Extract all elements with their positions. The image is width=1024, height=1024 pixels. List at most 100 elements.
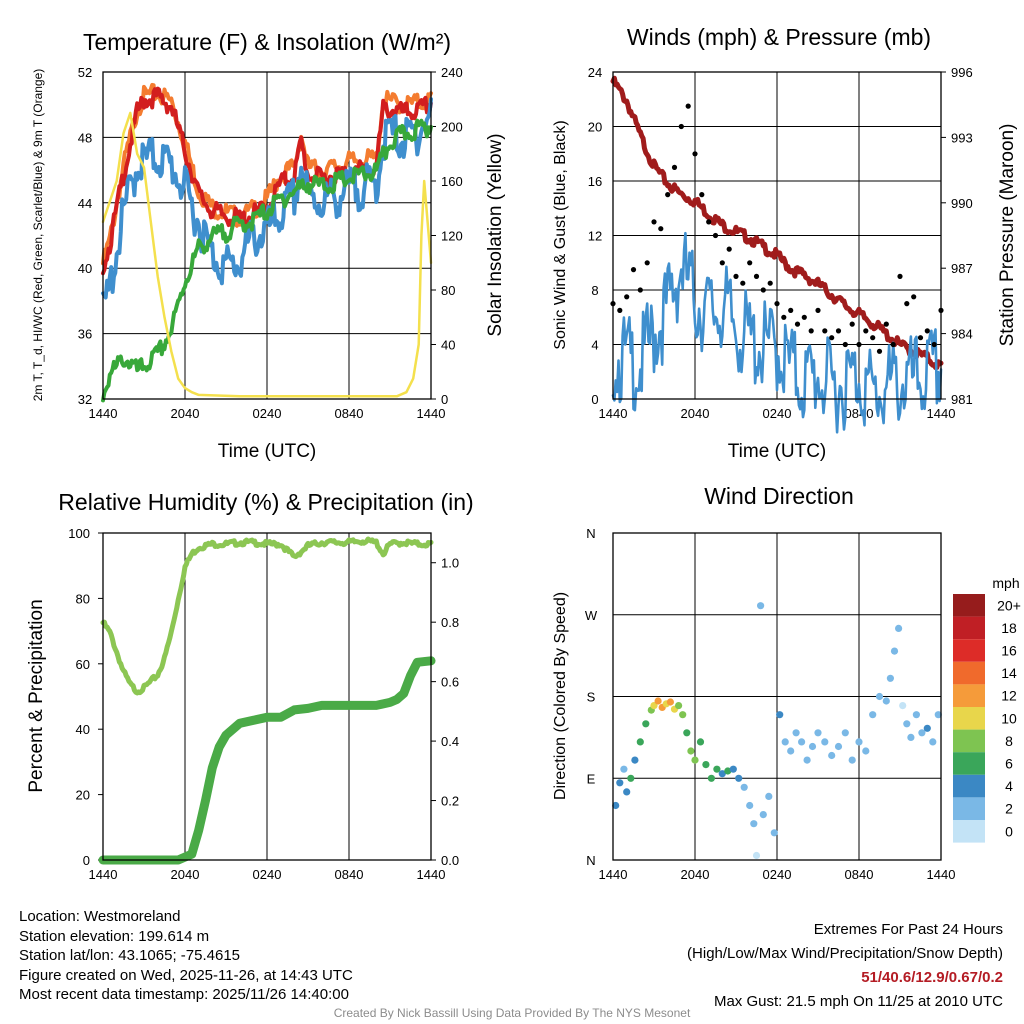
gust-point: [706, 219, 712, 225]
direction-point: [642, 720, 650, 728]
y2-tick-label: 984: [951, 327, 973, 342]
y-axis-label: Direction (Colored By Speed): [552, 592, 569, 800]
direction-point: [770, 829, 778, 837]
y2-tick-label: 987: [951, 261, 973, 276]
series-line-precipitation: [98, 656, 436, 865]
gust-point: [719, 260, 725, 266]
colorbar-label: 16: [1001, 643, 1017, 659]
extremes-info: Extremes For Past 24 Hours (High/Low/Max…: [687, 918, 1003, 1014]
y2-tick-label: 990: [951, 196, 973, 211]
gust-point: [904, 301, 910, 307]
direction-point: [752, 851, 761, 860]
x-tick-label: 2040: [171, 406, 200, 421]
gust-point: [665, 192, 671, 198]
x-tick-label: 0240: [763, 406, 792, 421]
direction-point: [929, 738, 937, 746]
y-tick-label: N: [586, 853, 595, 868]
y2-tick-label: 0.8: [441, 615, 459, 630]
y-tick-label: 44: [78, 196, 92, 211]
x-tick-label: 1440: [927, 406, 956, 421]
gust-point: [924, 328, 930, 334]
direction-point: [808, 742, 817, 751]
gust-point: [733, 273, 739, 279]
direction-point: [855, 738, 863, 746]
x-axis-label: Time (UTC): [218, 441, 317, 462]
gust-point: [753, 273, 760, 279]
direction-point: [798, 738, 806, 746]
y-tick-label: 48: [78, 130, 92, 145]
direction-point: [821, 738, 829, 746]
plot-frame: [612, 71, 942, 400]
y-tick-label: 32: [78, 392, 92, 407]
x-tick-label: 1440: [417, 867, 446, 882]
y-tick-label: 80: [76, 591, 90, 606]
gust-point: [815, 307, 821, 313]
gust-point: [849, 321, 855, 327]
gust-point: [651, 219, 657, 225]
direction-point: [918, 729, 926, 737]
colorbar-swatch: [953, 639, 985, 662]
y-tick-label: E: [587, 771, 596, 786]
direction-point: [912, 711, 921, 719]
direction-point: [623, 788, 631, 796]
colorbar-swatch: [953, 729, 985, 753]
chart-title: Wind Direction: [704, 483, 854, 509]
gust-point: [678, 123, 684, 130]
colorbar-label: 8: [1005, 733, 1013, 749]
direction-point: [882, 697, 890, 705]
colorbar-label: 2: [1005, 801, 1013, 817]
y2-tick-label: 200: [441, 120, 463, 135]
gust-point: [760, 287, 766, 293]
y2-axis-label: Solar Insolation (Yellow): [485, 133, 506, 336]
x-axis-label: Time (UTC): [728, 441, 827, 462]
y2-tick-label: 240: [441, 65, 463, 80]
x-tick-label: 0240: [763, 867, 792, 882]
direction-point: [679, 711, 687, 719]
series-line-sonic-wind: [611, 231, 943, 434]
gust-point: [630, 267, 637, 273]
direction-point: [792, 729, 800, 737]
gust-point: [931, 341, 937, 348]
direction-point: [620, 765, 628, 773]
direction-point: [702, 761, 710, 769]
humidity-chart: 1440 2040 0240 0840 14400204060801000.00.20.…: [26, 489, 474, 882]
latlon-text: Station lat/lon: 43.1065; -75.4615: [19, 947, 241, 965]
gust-point: [644, 260, 650, 266]
direction-point: [735, 774, 743, 782]
colorbar-swatch: [953, 684, 985, 707]
gust-point: [897, 273, 903, 279]
y-tick-label: 36: [78, 327, 92, 342]
y-tick-label: 40: [78, 261, 92, 276]
y-tick-label: 0: [591, 392, 598, 407]
direction-point: [675, 702, 683, 710]
gust-point: [685, 103, 691, 109]
y-tick-label: 52: [78, 65, 92, 80]
direction-point: [612, 801, 620, 810]
gust-point: [870, 335, 876, 341]
series-line-station-pressure: [610, 75, 944, 370]
gust-point: [842, 341, 848, 348]
x-tick-label: 1440: [599, 406, 628, 421]
series-line-relative-humidity: [100, 536, 434, 696]
direction-point: [828, 751, 836, 760]
x-tick-label: 1440: [417, 406, 446, 421]
gust-point: [712, 232, 719, 239]
direction-point: [834, 742, 843, 751]
gust-point: [781, 314, 787, 320]
series-line-solar-insolation: [101, 111, 433, 398]
x-tick-label: 2040: [681, 867, 710, 882]
gust-point: [699, 192, 705, 198]
direction-point: [757, 602, 765, 610]
colorbar-swatch: [953, 774, 985, 798]
colorbar: mph 20+ 18 16 14 12 10 8 6 4 2 0: [953, 575, 1021, 843]
direction-point: [848, 756, 856, 764]
gust-point: [794, 321, 801, 327]
direction-point: [724, 767, 732, 775]
y2-tick-label: 996: [951, 65, 973, 80]
plot-frame: [612, 532, 942, 861]
y-tick-label: 12: [588, 229, 602, 244]
y-tick-label: 20: [588, 120, 602, 135]
direction-point: [862, 747, 870, 755]
y-axis-label: 2m T, T_d, HI/WC (Red, Green, Scarlet/Bl…: [31, 69, 45, 402]
colorbar-swatch: [953, 594, 985, 617]
